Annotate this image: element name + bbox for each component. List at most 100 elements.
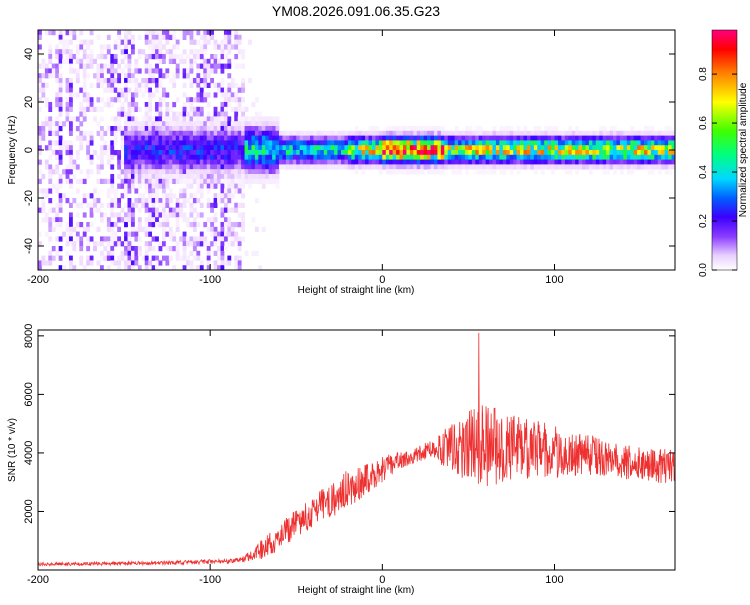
heatmap-cell xyxy=(155,222,159,228)
heatmap-cell xyxy=(79,44,84,50)
heatmap-cell xyxy=(595,130,600,136)
heatmap-cell xyxy=(461,130,466,136)
heatmap-cell xyxy=(127,68,132,74)
heatmap-cell xyxy=(199,145,204,151)
heatmap-cell xyxy=(110,207,115,213)
heatmap-cell xyxy=(203,135,208,141)
heatmap-cell xyxy=(130,255,135,261)
heatmap-cell xyxy=(378,130,383,136)
heatmap-cell xyxy=(568,126,573,132)
heatmap-cell xyxy=(650,150,655,156)
heatmap-cell xyxy=(213,116,218,122)
heatmap-cell xyxy=(337,150,342,156)
heatmap-cell xyxy=(588,145,593,151)
heatmap-cell xyxy=(48,164,53,170)
heatmap-cell xyxy=(258,265,263,270)
heatmap-cell xyxy=(58,73,63,79)
heatmap-cell xyxy=(89,154,94,160)
heatmap-cell xyxy=(344,150,349,156)
heatmap-cell xyxy=(616,145,621,151)
heatmap-cell xyxy=(268,135,273,141)
heatmap-cell xyxy=(89,39,94,45)
heatmap-cell xyxy=(175,39,180,45)
heatmap-cell xyxy=(454,154,459,160)
heatmap-cell xyxy=(96,260,101,266)
heatmap-cell xyxy=(148,150,153,156)
heatmap-cell xyxy=(144,198,149,204)
heatmap-cell xyxy=(668,145,672,151)
heatmap-cell xyxy=(120,106,125,112)
heatmap-cell xyxy=(99,49,104,55)
heatmap-cell xyxy=(213,183,218,189)
heatmap-cell xyxy=(165,92,170,98)
heatmap-cell xyxy=(199,140,204,146)
heatmap-cell xyxy=(134,169,139,175)
heatmap-cell xyxy=(189,63,194,69)
heatmap-cell xyxy=(516,135,521,141)
heatmap-cell xyxy=(158,202,163,208)
heatmap-cell xyxy=(124,30,128,36)
heatmap-cell xyxy=(155,116,159,122)
heatmap-cell xyxy=(130,178,135,184)
heatmap-cell xyxy=(151,222,156,228)
heatmap-cell xyxy=(299,145,304,151)
x-tick-label: 100 xyxy=(545,574,563,586)
heatmap-cell xyxy=(354,159,359,165)
heatmap-cell xyxy=(151,188,156,194)
heatmap-cell xyxy=(640,150,645,156)
heatmap-cell xyxy=(241,111,245,117)
heatmap-cell xyxy=(647,159,652,165)
heatmap-cell xyxy=(420,145,425,151)
heatmap-cell xyxy=(303,140,307,146)
heatmap-cell xyxy=(609,145,614,151)
heatmap-cell xyxy=(285,140,290,146)
heatmap-cell xyxy=(148,246,153,252)
heatmap-cell xyxy=(668,159,672,165)
heatmap-cell xyxy=(609,135,614,141)
heatmap-cell xyxy=(258,145,263,151)
heatmap-cell xyxy=(58,159,63,165)
heatmap-cell xyxy=(385,145,390,151)
heatmap-cell xyxy=(626,130,631,136)
heatmap-cell xyxy=(444,145,449,151)
heatmap-cell xyxy=(613,164,617,170)
heatmap-cell xyxy=(210,174,214,180)
heatmap-cell xyxy=(137,68,142,74)
heatmap-cell xyxy=(313,140,318,146)
heatmap-cell xyxy=(203,222,208,228)
heatmap-cell xyxy=(192,126,197,132)
heatmap-cell xyxy=(192,49,197,55)
heatmap-cell xyxy=(130,217,135,223)
heatmap-cell xyxy=(306,135,311,141)
heatmap-cell xyxy=(406,126,411,132)
heatmap-cell xyxy=(223,135,228,141)
heatmap-cell xyxy=(165,174,170,180)
heatmap-cell xyxy=(130,183,135,189)
heatmap-cell xyxy=(103,63,108,69)
heatmap-cell xyxy=(199,78,204,84)
heatmap-cell xyxy=(230,236,235,242)
heatmap-cell xyxy=(179,135,184,141)
heatmap-cell xyxy=(237,34,242,40)
heatmap-cell xyxy=(454,150,459,156)
heatmap-cell xyxy=(158,178,163,184)
heatmap-cell xyxy=(223,174,228,180)
heatmap-cell xyxy=(406,140,411,146)
heatmap-cell xyxy=(213,58,218,64)
heatmap-cell xyxy=(523,140,528,146)
heatmap-cell xyxy=(130,164,135,170)
heatmap-cell xyxy=(172,145,177,151)
heatmap-cell xyxy=(223,140,228,146)
heatmap-cell xyxy=(203,130,208,136)
heatmap-cell xyxy=(440,140,445,146)
heatmap-cell xyxy=(58,217,63,223)
heatmap-cell xyxy=(588,150,593,156)
heatmap-cell xyxy=(165,140,170,146)
heatmap-cell xyxy=(72,116,77,122)
heatmap-cell xyxy=(155,63,159,69)
heatmap-cell xyxy=(420,135,425,141)
heatmap-cell xyxy=(75,236,80,242)
heatmap-cell xyxy=(192,116,197,122)
heatmap-cell xyxy=(172,154,177,160)
heatmap-cell xyxy=(206,145,211,151)
